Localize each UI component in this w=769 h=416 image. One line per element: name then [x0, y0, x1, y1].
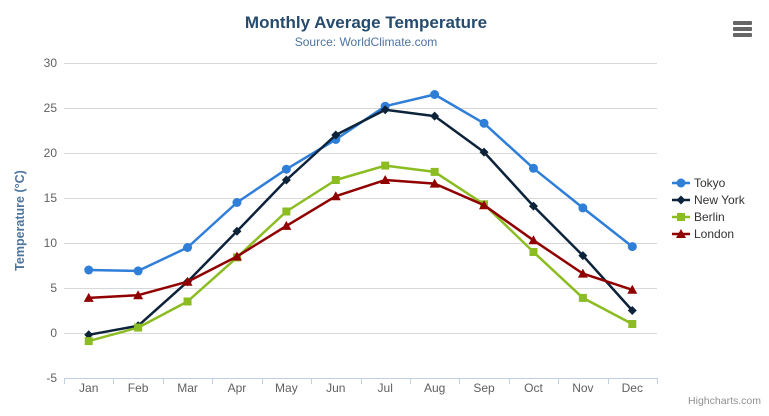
hamburger-icon	[733, 21, 752, 25]
point-london-Aug[interactable]	[429, 178, 440, 188]
x-axis-label: Nov	[572, 381, 593, 395]
point-berlin-Feb[interactable]	[134, 323, 143, 332]
point-london-Sep[interactable]	[479, 200, 490, 210]
series-line-london[interactable]	[87, 178, 634, 300]
series-line-berlin[interactable]	[87, 164, 634, 343]
point-new-york-Dec[interactable]	[627, 306, 637, 315]
diamond-marker-icon	[672, 195, 690, 204]
point-berlin-Jul[interactable]	[381, 161, 390, 170]
point-new-york-Jul[interactable]	[380, 105, 390, 115]
point-tokyo-Mar[interactable]	[183, 243, 193, 252]
x-axis-label: Oct	[524, 381, 543, 395]
x-axis-label: Aug	[424, 381, 445, 395]
point-berlin-Mar[interactable]	[183, 297, 192, 306]
point-tokyo-Apr[interactable]	[232, 198, 242, 207]
square-marker-icon	[672, 212, 690, 221]
legend-item-berlin[interactable]: Berlin	[672, 208, 745, 225]
y-axis-label: 10	[44, 236, 58, 250]
point-new-york-May[interactable]	[281, 175, 291, 185]
point-berlin-Oct[interactable]	[529, 248, 538, 256]
series-line-new-york[interactable]	[87, 108, 634, 337]
series-line-tokyo[interactable]	[87, 93, 634, 273]
y-axis-title: Temperature (°C)	[13, 170, 27, 271]
x-axis-label: Sep	[473, 381, 495, 395]
point-new-york-Jun[interactable]	[331, 130, 341, 140]
legend-item-tokyo[interactable]: Tokyo	[672, 174, 745, 191]
legend-label: Berlin	[694, 209, 725, 224]
x-axis-label: Dec	[622, 381, 643, 395]
export-menu-button[interactable]	[732, 18, 758, 40]
x-axis-label: Jun	[326, 381, 345, 395]
x-axis-label: Jan	[79, 381, 98, 395]
point-new-york-Oct[interactable]	[528, 201, 538, 211]
point-tokyo-Aug[interactable]	[430, 90, 440, 99]
point-tokyo-Dec[interactable]	[627, 242, 637, 252]
point-london-May[interactable]	[281, 220, 292, 230]
y-axis-label: 30	[44, 56, 58, 70]
point-berlin-Dec[interactable]	[628, 320, 637, 328]
legend-item-new-york[interactable]: New York	[672, 191, 745, 208]
chart-title: Monthly Average Temperature	[244, 13, 488, 32]
legend-item-london[interactable]: London	[672, 225, 745, 242]
point-berlin-Aug[interactable]	[430, 167, 439, 176]
point-berlin-Nov[interactable]	[578, 293, 587, 302]
point-tokyo-May[interactable]	[281, 164, 291, 174]
point-london-Apr[interactable]	[231, 251, 242, 261]
legend-label: New York	[694, 192, 745, 207]
hamburger-icon	[733, 33, 752, 37]
chart-subtitle: Source: WorldClimate.com	[294, 35, 438, 49]
circle-marker-icon	[672, 178, 690, 187]
point-new-york-Apr[interactable]	[232, 226, 242, 236]
point-london-Nov[interactable]	[577, 268, 588, 278]
highcharts-credits-link[interactable]: Highcharts.com	[688, 395, 761, 407]
x-axis-label: May	[275, 381, 298, 395]
y-axis-label: 20	[44, 146, 58, 160]
point-tokyo-Oct[interactable]	[528, 163, 538, 173]
legend-label: Tokyo	[694, 175, 726, 190]
y-axis-label: -5	[46, 371, 57, 385]
point-tokyo-Sep[interactable]	[479, 118, 489, 128]
point-new-york-Jan[interactable]	[84, 330, 94, 340]
y-axis-label: 25	[44, 101, 58, 115]
hamburger-icon	[733, 27, 752, 31]
x-axis-label: Apr	[228, 381, 247, 395]
point-new-york-Aug[interactable]	[430, 111, 440, 121]
point-london-Jun[interactable]	[330, 191, 341, 201]
y-axis-label: 15	[44, 191, 58, 205]
point-london-Feb[interactable]	[133, 290, 144, 300]
point-london-Mar[interactable]	[182, 276, 193, 286]
point-london-Jan[interactable]	[83, 292, 94, 302]
legend: Tokyo New York Berlin London	[672, 174, 745, 242]
point-tokyo-Nov[interactable]	[578, 203, 588, 213]
x-axis-label: Feb	[128, 381, 149, 395]
point-new-york-Nov[interactable]	[578, 251, 588, 261]
point-tokyo-Jan[interactable]	[84, 265, 94, 275]
point-berlin-Jan[interactable]	[84, 337, 93, 346]
point-london-Oct[interactable]	[528, 235, 539, 245]
triangle-marker-icon	[672, 228, 690, 238]
point-new-york-Sep[interactable]	[479, 147, 489, 157]
legend-label: London	[694, 226, 735, 241]
x-axis-label: Jul	[378, 381, 393, 395]
point-london-Dec[interactable]	[627, 284, 638, 294]
point-tokyo-Feb[interactable]	[133, 266, 143, 276]
point-london-Jul[interactable]	[380, 175, 391, 184]
point-berlin-May[interactable]	[282, 207, 291, 216]
x-axis-label: Mar	[177, 381, 198, 395]
y-axis-label: 0	[50, 326, 57, 340]
y-axis-label: 5	[50, 281, 57, 295]
point-berlin-Jun[interactable]	[331, 176, 340, 184]
